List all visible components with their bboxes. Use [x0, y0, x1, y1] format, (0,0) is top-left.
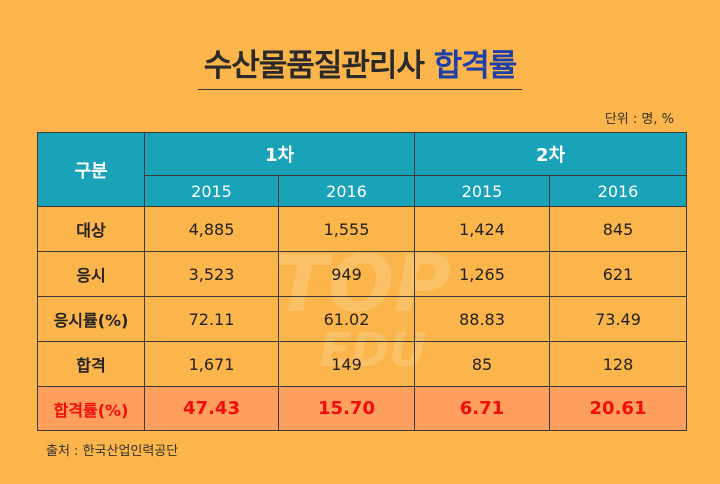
table-cell: 6.71 — [414, 386, 550, 431]
table-cell: 15.70 — [278, 386, 415, 431]
table-row: 응시 3,523 949 1,265 621 — [37, 251, 687, 297]
table-cell: 20.61 — [549, 386, 687, 431]
title-area: 수산물품질관리사 합격률 — [0, 40, 720, 90]
table-cell: 85 — [414, 341, 550, 387]
row-label: 응시 — [37, 251, 145, 297]
row-label: 대상 — [37, 206, 145, 252]
row-label: 응시률(%) — [37, 296, 145, 342]
table-cell: 1,555 — [278, 206, 415, 252]
header-year: 2016 — [278, 175, 415, 207]
header-year: 2016 — [549, 175, 687, 207]
unit-note: 단위 : 명, % — [604, 112, 674, 127]
header-row-years: 2015 2016 2015 2016 — [38, 175, 687, 207]
table-row: 합격 1,671 149 85 128 — [37, 341, 687, 387]
table-row: 대상 4,885 1,555 1,424 845 — [37, 206, 687, 252]
title-accent: 합격률 — [433, 48, 518, 84]
header-round2: 2차 — [414, 132, 687, 176]
table-cell: 73.49 — [549, 296, 687, 342]
table-cell: 1,265 — [414, 251, 550, 297]
table-cell: 88.83 — [414, 296, 550, 342]
table-cell: 3,523 — [144, 251, 279, 297]
header-row-rounds: 구분 1차 2차 — [37, 132, 687, 207]
row-label: 합격률(%) — [37, 386, 145, 431]
page-title: 수산물품질관리사 합격률 — [197, 40, 523, 90]
table-cell: 47.43 — [144, 386, 279, 431]
table-cell: 72.11 — [144, 296, 279, 342]
header-round1: 1차 — [144, 132, 415, 176]
table-cell: 61.02 — [278, 296, 415, 342]
source-note: 출처 : 한국산업인력공단 — [46, 444, 179, 459]
table-cell: 949 — [278, 251, 415, 297]
table-cell: 621 — [549, 251, 687, 297]
row-label: 합격 — [37, 341, 145, 387]
table-cell: 845 — [549, 206, 687, 252]
table-cell: 128 — [549, 341, 687, 387]
table-cell: 4,885 — [144, 206, 279, 252]
header-year: 2015 — [144, 175, 279, 207]
title-main: 수산물품질관리사 — [203, 48, 425, 84]
table-cell: 1,671 — [144, 341, 279, 387]
table-row-highlight: 합격률(%) 47.43 15.70 6.71 20.61 — [37, 386, 687, 431]
pass-rate-table: 구분 1차 2차 2015 2016 2015 2016 대상 4,885 1,… — [37, 132, 687, 431]
table-cell: 1,424 — [414, 206, 550, 252]
table-row: 응시률(%) 72.11 61.02 88.83 73.49 — [37, 296, 687, 342]
header-year: 2015 — [414, 175, 550, 207]
table-cell: 149 — [278, 341, 415, 387]
header-category: 구분 — [37, 132, 145, 207]
